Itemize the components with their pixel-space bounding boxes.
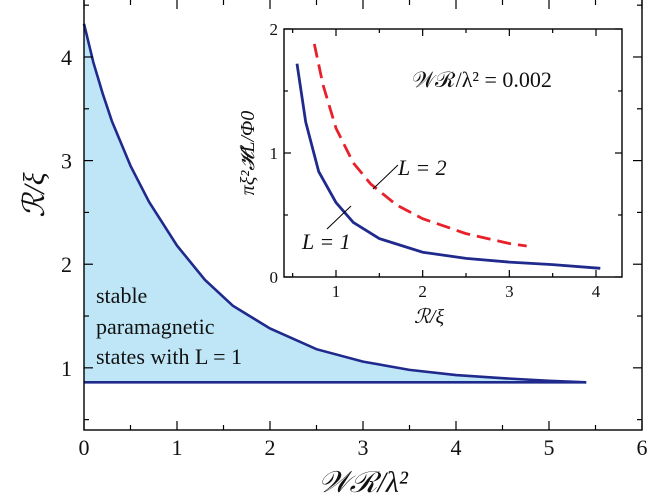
inset-y-axis-label: πξ²𝓗L/Φ0 (237, 111, 259, 196)
label-l2-leader (372, 164, 399, 190)
inset-series-line-1 (295, 63, 601, 270)
label-l1: L = 1 (301, 229, 351, 254)
x-tick-label: 2 (265, 435, 276, 460)
inset-series-line-2 (312, 43, 527, 248)
y-tick-label: 4 (61, 45, 72, 70)
upper-boundary-line (82, 23, 587, 384)
inset-x-axis-label: ℛ/ξ (414, 306, 445, 328)
inset-x-tick-label: 3 (505, 282, 514, 301)
inset-chart: 1 2 3 4 0 1 2 ℛ/ξ πξ²𝓗L/Φ0 𝒲ℛ/λ² = 0.002 L = 1… (237, 20, 623, 328)
main-chart: 0 1 2 3 4 5 6 1 2 3 4 𝒲ℛ/λ² ℛ/ξ stable paramagneti… (18, 0, 648, 499)
inset-x-tick-label: 4 (592, 282, 601, 301)
inset-background (284, 29, 622, 277)
x-tick-label: 3 (358, 435, 369, 460)
inset-y-tick-label: 2 (270, 20, 279, 39)
label-l2: L = 2 (397, 155, 447, 180)
inset-x-tick-label: 1 (332, 282, 341, 301)
inset-annotation: 𝒲ℛ/λ² = 0.002 (412, 67, 552, 92)
inset-series (295, 43, 601, 270)
annotation-line-3: states with L = 1 (96, 344, 242, 369)
inset-y-tick-label: 1 (270, 144, 279, 163)
x-tick-label: 6 (637, 435, 648, 460)
inset-x-tick-label: 2 (418, 282, 427, 301)
label-l1-leader (326, 205, 352, 230)
inset-y-tick-label: 0 (270, 268, 279, 287)
x-tick-label: 1 (172, 435, 183, 460)
y-tick-label: 2 (61, 252, 72, 277)
stable-region-fill (84, 23, 587, 383)
y-tick-label: 1 (61, 356, 72, 381)
x-axis-label: 𝒲ℛ/λ² (318, 466, 409, 499)
inset-ticks: 1 2 3 4 0 1 2 (270, 20, 622, 301)
y-axis-label: ℛ/ξ (18, 172, 51, 217)
annotation-line-1: stable (96, 283, 147, 308)
x-tick-label: 0 (79, 435, 90, 460)
x-tick-label: 4 (451, 435, 462, 460)
y-tick-label: 3 (61, 149, 72, 174)
x-tick-label: 5 (544, 435, 555, 460)
annotation-line-2: paramagnetic (96, 314, 215, 339)
main-ticks: 0 1 2 3 4 5 6 1 2 3 4 (61, 0, 648, 460)
